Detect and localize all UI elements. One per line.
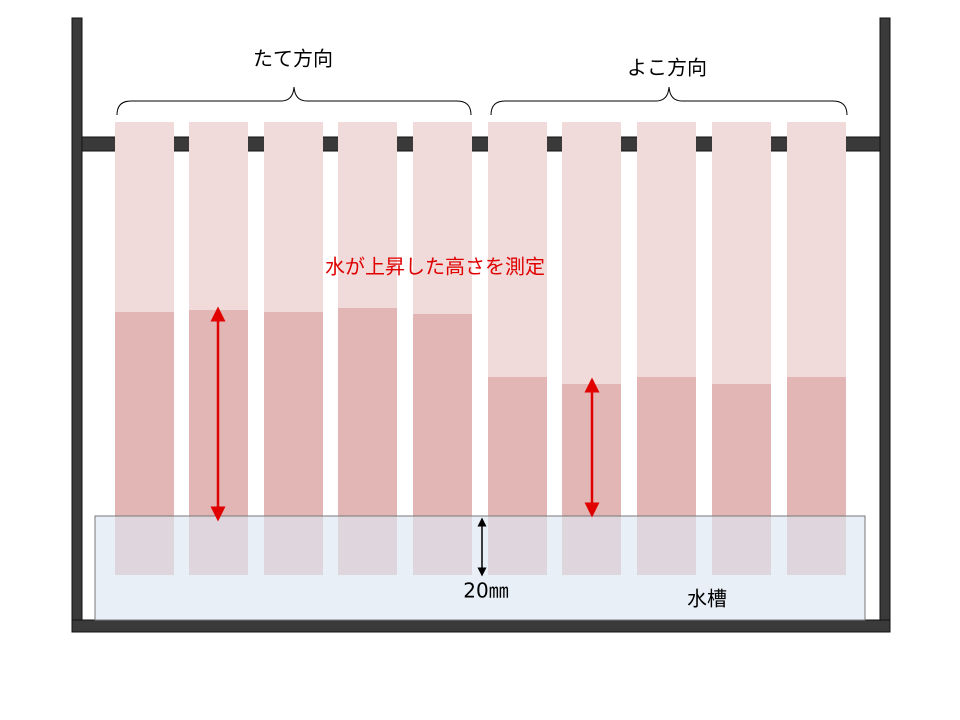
label: よこ方向 — [627, 56, 707, 80]
brace — [116, 86, 472, 116]
frame-post — [879, 17, 891, 633]
tank-label: 水槽 — [687, 587, 727, 611]
frame-post — [71, 17, 83, 633]
water-tank — [94, 515, 866, 621]
measure-label: 水が上昇した高さを測定 — [325, 255, 545, 279]
brace — [490, 86, 848, 116]
label: たて方向 — [253, 47, 333, 71]
depth-label: 20㎜ — [463, 579, 508, 603]
bottom-bar — [71, 619, 891, 633]
